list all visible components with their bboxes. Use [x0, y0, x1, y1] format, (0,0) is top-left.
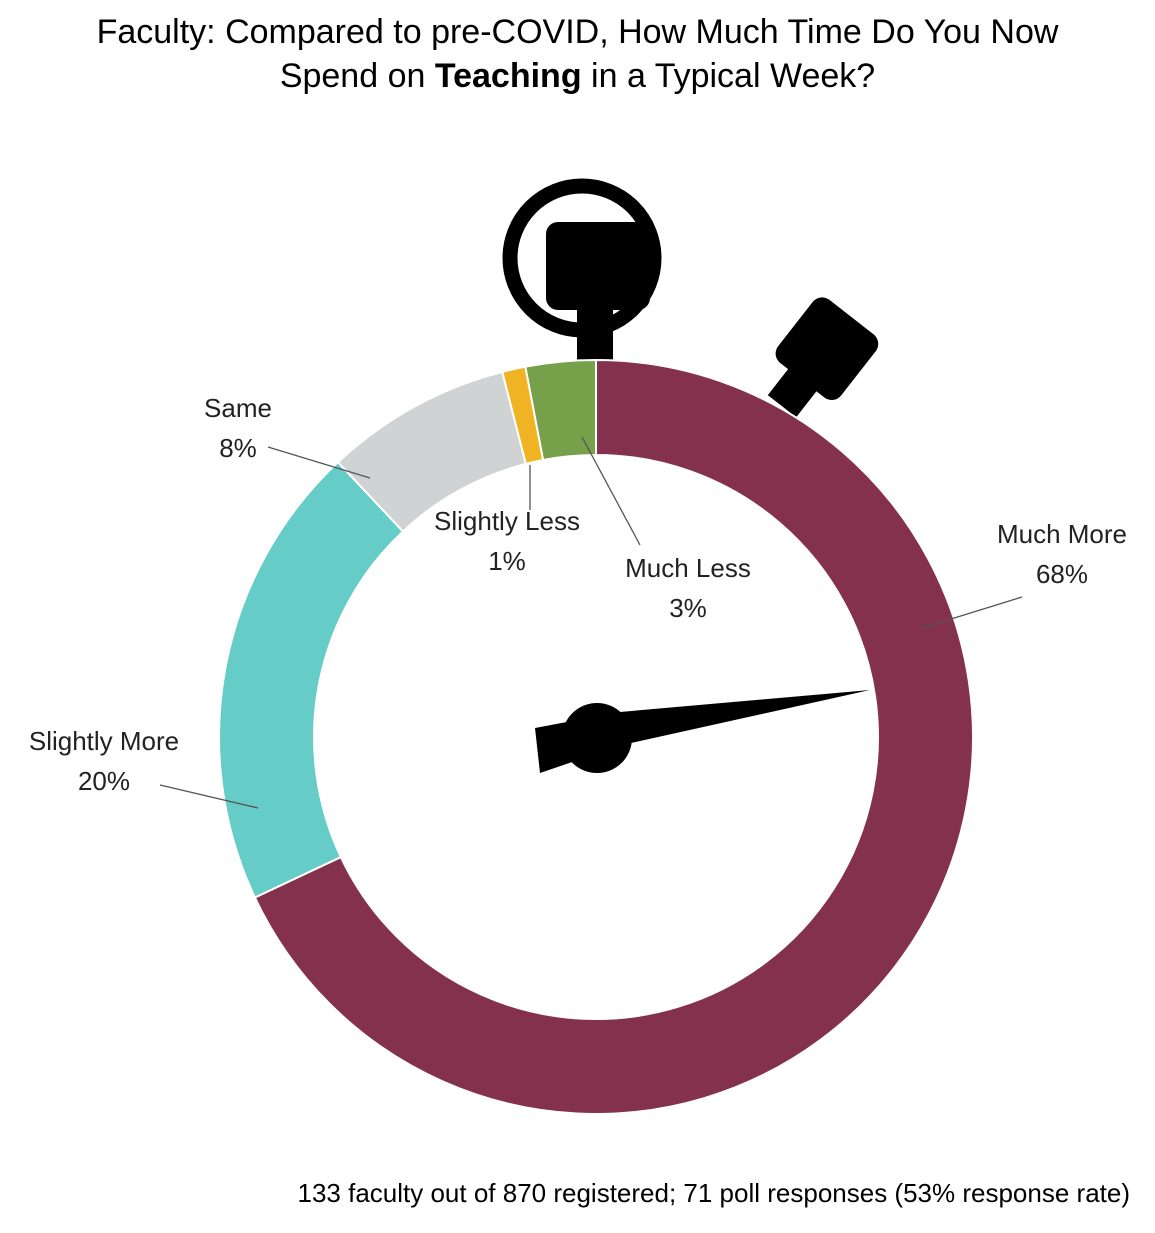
stopwatch-button [767, 297, 879, 418]
stopwatch-crown [546, 222, 650, 310]
value-label: 8% [219, 433, 257, 463]
value-label: 3% [669, 593, 707, 623]
value-label: 68% [1036, 559, 1088, 589]
donut-segment [253, 358, 974, 1115]
title-part: Faculty: Compared to pre-COVID, How Much… [96, 13, 1059, 51]
title-part: Teaching [434, 57, 582, 95]
chart-title: Faculty: Compared to pre-COVID, How Much… [0, 10, 1155, 98]
value-label: 20% [78, 766, 130, 796]
footnote: 133 faculty out of 870 registered; 71 po… [297, 1178, 1131, 1208]
leader-line [267, 446, 371, 479]
category-label: Slightly More [29, 726, 179, 756]
category-label: Same [204, 393, 272, 423]
value-label: 1% [488, 546, 526, 576]
title-part: Spend on [279, 57, 426, 95]
donut-segment [524, 358, 597, 462]
leader-line [581, 436, 641, 546]
donut-segment [218, 460, 405, 899]
stopwatch-top [502, 178, 879, 418]
needle-hub [562, 703, 632, 773]
leader-line [159, 784, 259, 809]
category-label: Much More [997, 519, 1127, 549]
title-part: in a Typical Week? [591, 57, 876, 95]
stopwatch-stem [577, 300, 613, 360]
stopwatch-needle [535, 690, 870, 773]
leader-line [921, 596, 1023, 629]
category-label: Much Less [625, 553, 751, 583]
category-label: Slightly Less [434, 506, 580, 536]
